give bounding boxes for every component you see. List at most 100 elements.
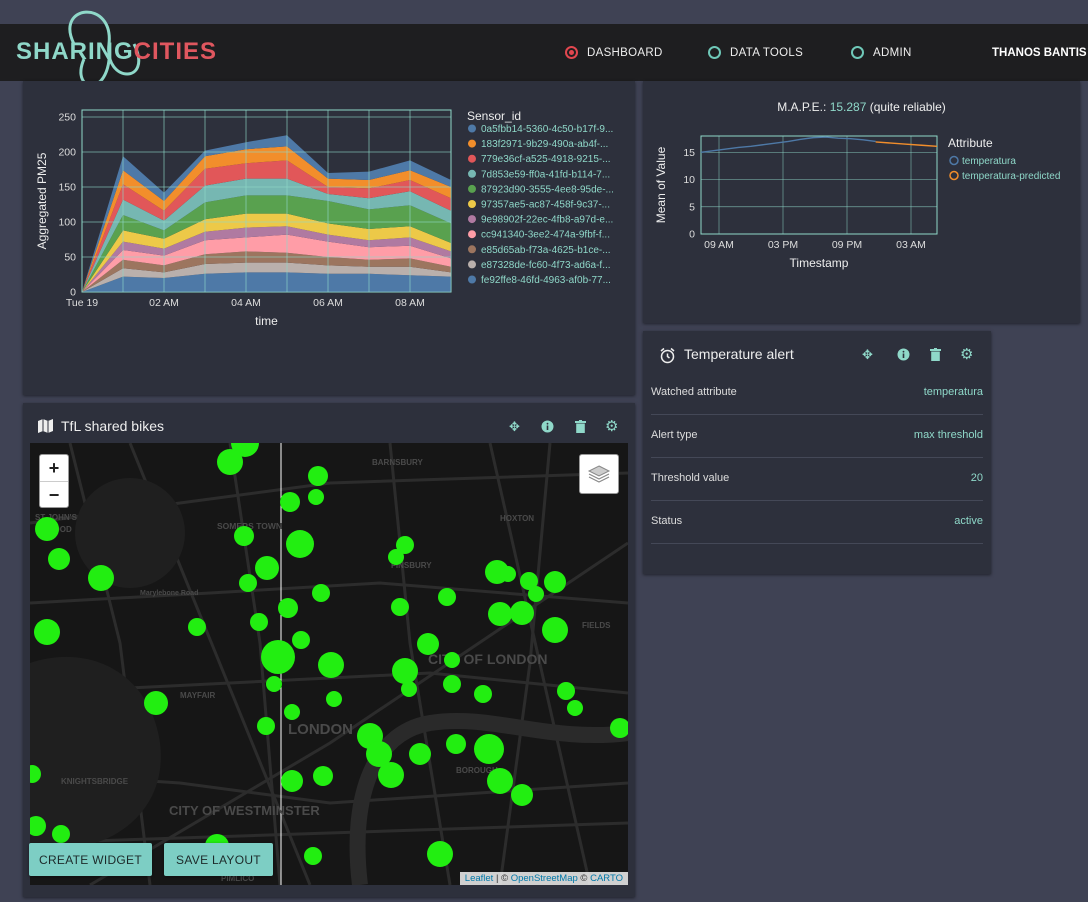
legend-entry: e87328de-fc60-4f73-ad6a-f... — [481, 260, 611, 271]
street — [488, 443, 592, 885]
alert-row: Alert type max threshold — [651, 414, 983, 458]
bike-dock-marker — [34, 619, 60, 645]
leaflet-link[interactable]: Leaflet — [464, 873, 494, 884]
nav-dashboard[interactable]: DASHBOARD — [565, 24, 663, 81]
map-label: CITY OF WESTMINSTER — [169, 803, 320, 818]
bike-dock-marker — [280, 492, 300, 512]
attrib-sep: | © — [493, 873, 511, 884]
map-label: HOXTON — [500, 514, 534, 523]
mape-line: M.A.P.E.: 15.287 (quite reliable) — [643, 100, 1080, 114]
bike-dock-marker — [255, 556, 279, 580]
legend-swatch — [468, 169, 476, 178]
legend-swatch — [468, 275, 476, 284]
logo-part-sharing: SHARING — [16, 38, 134, 65]
save-layout-button[interactable]: SAVE LAYOUT — [164, 843, 273, 876]
bikes-map[interactable]: BARNSBURY ST JOHN'S WOOD SOMERS TOWN HOXTON F… — [30, 443, 628, 885]
bike-dock-marker — [52, 825, 70, 843]
area-series — [82, 262, 451, 292]
area-series — [82, 135, 451, 292]
bike-dock-marker — [313, 766, 333, 786]
map-label: FIELDS — [582, 621, 611, 630]
x-tick-label: 02 AM — [149, 297, 179, 309]
trash-icon[interactable] — [575, 420, 586, 433]
temperature-alert-panel: Temperature alert ✥ ⚙ Watched attribute … — [643, 331, 991, 574]
legend-entry: temperatura — [962, 156, 1016, 167]
zoom-out-button[interactable]: − — [48, 485, 60, 505]
forecast-panel: M.A.P.E.: 15.287 (quite reliable) 0 5 10 15… — [643, 81, 1080, 323]
legend-swatch — [468, 260, 476, 269]
create-widget-button[interactable]: CREATE WIDGET — [29, 843, 152, 876]
info-icon[interactable] — [897, 348, 910, 361]
bike-dock-marker — [188, 618, 206, 636]
legend-entry: fe92ffe8-46fd-4963-af0b-77... — [481, 275, 611, 286]
bike-dock-marker — [474, 734, 504, 764]
bike-dock-marker — [286, 530, 314, 558]
move-icon[interactable]: ✥ — [509, 419, 520, 434]
bike-dock-marker — [427, 841, 453, 867]
alert-row: Status active — [651, 500, 983, 544]
bike-dock-marker — [510, 601, 534, 625]
y-tick-label: 5 — [689, 201, 695, 213]
bike-dock-marker — [474, 685, 492, 703]
legend-swatch — [468, 245, 476, 254]
alarm-clock-icon — [660, 347, 675, 364]
map-canvas[interactable]: BARNSBURY ST JOHN'S WOOD SOMERS TOWN HOXTON F… — [30, 443, 628, 885]
nav-dashboard-label: DASHBOARD — [587, 46, 663, 59]
bike-dock-marker — [284, 704, 300, 720]
alert-row-value: 20 — [970, 472, 983, 484]
bike-dock-marker — [88, 565, 114, 591]
bike-dock-marker — [35, 517, 59, 541]
bike-dock-marker — [391, 598, 409, 616]
x-tick-label: 03 PM — [768, 239, 798, 251]
move-icon[interactable]: ✥ — [862, 347, 873, 362]
info-icon[interactable] — [541, 420, 554, 433]
street — [498, 443, 552, 885]
bike-dock-marker — [318, 652, 344, 678]
area-series — [82, 234, 451, 292]
map-label: BARNSBURY — [372, 458, 423, 467]
bike-dock-marker — [409, 743, 431, 765]
nav-data-tools[interactable]: DATA TOOLS — [708, 24, 803, 81]
bike-dock-marker — [308, 466, 328, 486]
x-tick-label: Tue 19 — [66, 297, 98, 309]
street — [30, 821, 628, 845]
pm25-chart-panel: 0 50 100 150 200 250 Tue 19 02 AM 04 AM 06 AM 08 A… — [23, 81, 635, 395]
map-attribution: Leaflet | © OpenStreetMap © CARTO — [459, 872, 628, 885]
logo[interactable]: SHARINGCITIES — [16, 38, 217, 66]
y-tick-label: 15 — [683, 147, 695, 159]
x-tick-label: 08 AM — [395, 297, 425, 309]
map-label: MAYFAIR — [180, 691, 215, 700]
y-tick-label: 250 — [58, 112, 76, 124]
gear-icon[interactable]: ⚙ — [960, 346, 974, 363]
gear-icon[interactable]: ⚙ — [605, 418, 619, 435]
area-series — [82, 178, 451, 292]
zoom-in-button[interactable]: + — [40, 455, 68, 482]
bike-dock-marker — [30, 816, 46, 836]
bike-dock-marker — [234, 526, 254, 546]
legend-entry: 0a5fbb14-5360-4c50-b17f-9... — [481, 124, 613, 135]
bike-dock-marker — [443, 675, 461, 693]
attrib-sep: © — [577, 873, 591, 884]
trash-icon[interactable] — [930, 348, 941, 361]
map-label: PIMLICO — [221, 874, 254, 883]
x-tick-label: 09 PM — [832, 239, 862, 251]
legend-entry: 87923d90-3555-4ee8-95de-... — [481, 184, 614, 195]
nav-admin[interactable]: ADMIN — [851, 24, 912, 81]
alert-title: Temperature alert — [684, 346, 794, 362]
bike-dock-marker — [392, 658, 418, 684]
layers-button[interactable] — [579, 454, 619, 494]
bike-dock-marker — [261, 640, 295, 674]
legend-swatch — [468, 154, 476, 163]
bike-dock-marker — [281, 770, 303, 792]
user-menu[interactable]: THANOS BANTIS — [992, 46, 1087, 59]
y-axis-label: Aggregated PM25 — [35, 152, 49, 249]
bike-dock-marker — [144, 691, 168, 715]
osm-link[interactable]: OpenStreetMap — [510, 873, 578, 884]
legend-entry: e85d65ab-f73a-4625-b1ce-... — [481, 245, 611, 256]
alert-row: Threshold value 20 — [651, 457, 983, 501]
carto-link[interactable]: CARTO — [590, 873, 623, 884]
bike-dock-marker — [610, 718, 628, 738]
y-tick-label: 0 — [689, 229, 695, 241]
legend-entry: temperatura-predicted — [962, 171, 1060, 182]
bike-dock-marker — [487, 768, 513, 794]
